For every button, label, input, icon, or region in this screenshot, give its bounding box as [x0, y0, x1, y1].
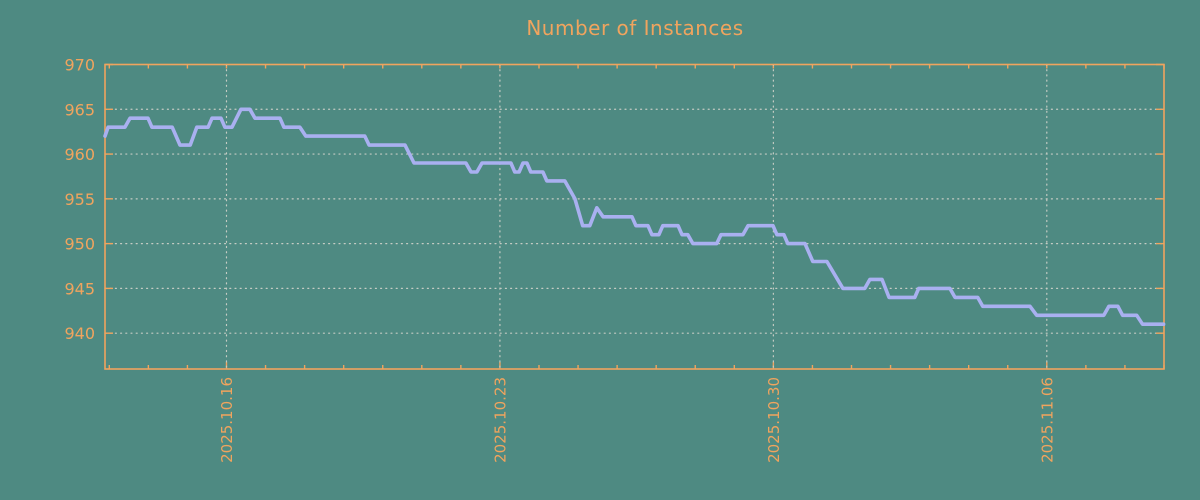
series-line-instances: [103, 107, 1166, 327]
x-tick-label: 2025.10.16: [218, 377, 236, 463]
y-tick-label: 955: [64, 190, 95, 209]
y-tick-label: 970: [64, 56, 95, 75]
y-tick-label: 965: [64, 100, 95, 119]
y-tick-label: 945: [64, 279, 95, 298]
plot-frame: [104, 63, 1165, 370]
x-tick-label: 2025.10.30: [765, 377, 783, 463]
y-tick-label: 950: [64, 235, 95, 254]
chart-title: Number of Instances: [526, 16, 744, 40]
x-tick-label: 2025.11.06: [1038, 377, 1056, 463]
x-tick-label: 2025.10.23: [491, 377, 509, 463]
y-tick-label: 960: [64, 145, 95, 164]
y-tick-label: 940: [64, 324, 95, 343]
